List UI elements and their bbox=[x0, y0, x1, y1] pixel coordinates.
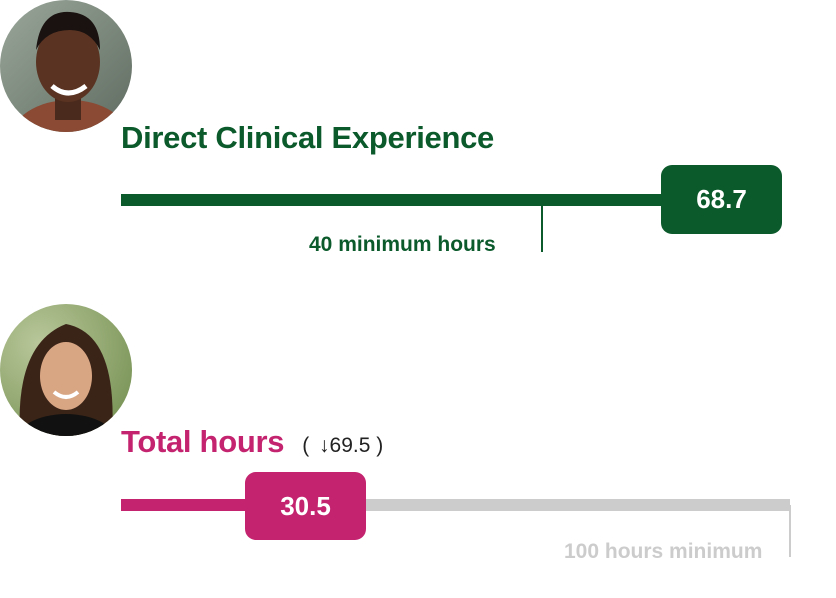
person-photo-icon bbox=[11, 11, 129, 132]
person-photo-icon bbox=[15, 324, 117, 436]
total-progress-fill bbox=[121, 499, 261, 511]
total-minimum-marker bbox=[789, 505, 791, 557]
direct-value-badge: 68.7 bbox=[661, 165, 782, 234]
direct-minimum-marker bbox=[541, 205, 543, 252]
total-hours-header: Total hours ( ↓69.5 ) bbox=[121, 424, 383, 460]
avatar-man bbox=[0, 0, 132, 132]
delta-indicator: ( ↓69.5 ) bbox=[302, 434, 383, 458]
delta-open: ( bbox=[302, 434, 310, 457]
direct-minimum-label: 40 minimum hours bbox=[309, 233, 496, 256]
total-hours-title: Total hours bbox=[121, 424, 285, 459]
total-minimum-label: 100 hours minimum bbox=[564, 540, 763, 563]
arrow-down-icon: ↓ bbox=[319, 434, 330, 457]
delta-value: 69.5 bbox=[329, 434, 371, 457]
total-value-badge: 30.5 bbox=[245, 472, 366, 540]
direct-clinical-title: Direct Clinical Experience bbox=[121, 120, 494, 155]
direct-progress-bar bbox=[121, 194, 681, 206]
avatar-woman bbox=[0, 304, 132, 436]
delta-close: ) bbox=[376, 434, 384, 457]
